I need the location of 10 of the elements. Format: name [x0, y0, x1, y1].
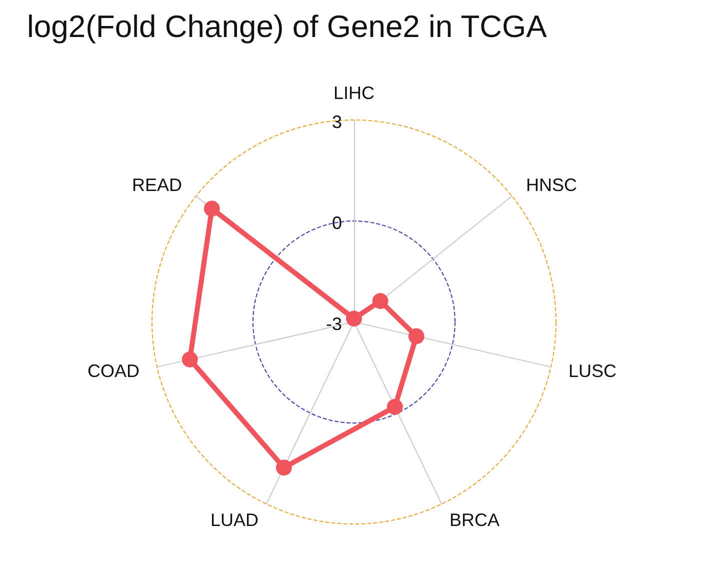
spoke-label: READ [132, 174, 182, 195]
spoke-label: LUSC [568, 360, 616, 381]
y-tick-label: -3 [326, 314, 342, 334]
spoke-label: HNSC [526, 174, 578, 195]
chart-title: log2(Fold Change) of Gene2 in TCGA [27, 9, 548, 44]
y-tick-label: 0 [332, 213, 342, 233]
spoke-label: LUAD [210, 510, 259, 530]
spoke-label: BRCA [449, 510, 500, 530]
spoke-label: LIHC [333, 83, 375, 103]
spoke-label: COAD [88, 360, 140, 381]
